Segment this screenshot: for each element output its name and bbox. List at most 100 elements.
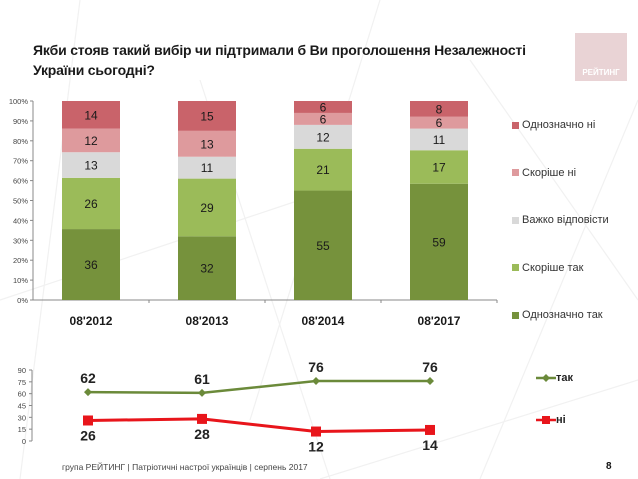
data-point-marker	[197, 413, 207, 424]
data-point-label: 76	[422, 359, 438, 375]
bar-segment	[178, 236, 236, 300]
data-point-label: 62	[80, 370, 96, 386]
y-tick-label: 30%	[13, 236, 28, 245]
bar-segment	[294, 112, 352, 125]
legend-swatch-icon	[512, 169, 519, 176]
bar-segment	[294, 190, 352, 300]
bar-data-label: 6	[320, 100, 327, 114]
y-tick-label: 40%	[13, 216, 28, 225]
bar-segment	[294, 101, 352, 113]
bar-segment	[178, 178, 236, 237]
legend-item: Важко відповісти	[512, 213, 609, 227]
page-title: Якби стояв такий вибір чи підтримали б В…	[33, 42, 526, 78]
x-category-label: 08'2013	[186, 314, 229, 328]
bar-data-label: 14	[84, 108, 98, 122]
line-y-tick-label: 90	[18, 366, 26, 375]
legend-item: Скоріше ні	[512, 166, 576, 180]
bar-data-label: 26	[84, 197, 98, 211]
bar-data-label: 15	[200, 109, 214, 123]
bar-data-label: 17	[432, 161, 446, 175]
bar-data-label: 59	[432, 235, 446, 249]
bar-data-label: 12	[84, 134, 98, 148]
data-point-marker	[198, 388, 206, 397]
bar-segment	[410, 183, 468, 300]
legend-label: Однозначно ні	[522, 119, 596, 131]
bar-segment	[410, 150, 468, 184]
data-point-marker	[83, 415, 93, 426]
square-marker-icon	[536, 416, 556, 424]
bar-segment	[62, 229, 120, 300]
line-y-tick-label: 45	[18, 402, 26, 411]
bar-data-label: 13	[200, 137, 214, 151]
bar-segment	[410, 101, 468, 117]
y-tick-label: 60%	[13, 177, 28, 186]
data-point-label: 28	[194, 426, 210, 442]
y-tick-label: 10%	[13, 276, 28, 285]
bar-data-label: 29	[200, 201, 214, 215]
line-y-tick-label: 75	[18, 378, 26, 387]
logo-text: РЕЙТИНГ	[582, 68, 620, 77]
bar-segment	[178, 130, 236, 157]
data-point-label: 12	[308, 439, 324, 455]
data-point-label: 26	[80, 427, 96, 443]
series-line-ні	[87, 417, 431, 434]
line-y-tick-label: 60	[18, 390, 26, 399]
line-legend-item: ні	[536, 414, 566, 426]
bar-segment	[62, 101, 120, 129]
bar-data-label: 11	[433, 133, 446, 147]
bar-data-label: 8	[436, 102, 443, 116]
data-point-label: 76	[308, 359, 324, 375]
bar-data-label: 12	[316, 130, 330, 144]
legend-swatch-icon	[512, 121, 519, 129]
line-legend-label: ні	[556, 414, 566, 426]
bar-segment	[62, 177, 120, 230]
line-legend-item: так	[536, 372, 573, 384]
legend-item: Однозначно так	[512, 308, 603, 322]
data-point-marker	[312, 377, 320, 386]
footer-text: група РЕЙТИНГ | Патріотичні настрої укра…	[62, 462, 308, 472]
data-point-label: 14	[422, 437, 438, 453]
series-line-так	[87, 379, 430, 395]
legend-label: Однозначно так	[522, 309, 603, 321]
line-y-tick-label: 0	[22, 437, 26, 446]
x-category-label: 08'2014	[302, 314, 345, 328]
legend-label: Скоріше ні	[522, 166, 577, 179]
bar-segment	[62, 128, 120, 153]
data-point-marker	[425, 424, 435, 435]
y-tick-label: 0%	[17, 296, 28, 305]
bar-segment	[178, 156, 236, 179]
legend-swatch-icon	[512, 311, 519, 319]
bar-data-label: 6	[320, 112, 327, 126]
legend-swatch-icon	[512, 216, 519, 224]
bar-segment	[410, 128, 468, 151]
bar-data-label: 13	[84, 159, 98, 173]
rating-logo: РЕЙТИНГ	[575, 33, 627, 81]
y-tick-label: 20%	[13, 256, 28, 265]
page-number: 8	[606, 461, 612, 472]
data-point-marker	[426, 377, 434, 386]
legend-item: Скоріше так	[512, 261, 583, 275]
diamond-marker-icon	[536, 374, 556, 382]
legend-swatch-icon	[512, 264, 519, 271]
data-point-marker	[311, 426, 321, 437]
legend-label: Важко відповісти	[522, 214, 609, 226]
data-point-marker	[84, 388, 92, 397]
stacked-bar-chart: 0% 10% 20% 30% 40% 50% 60% 70% 80% 90% 100% 36 26 13 1…	[9, 97, 498, 328]
bar-segment	[410, 116, 468, 129]
bar-segment	[178, 101, 236, 131]
bar-segment	[294, 124, 352, 149]
y-tick-label: 100%	[9, 97, 29, 106]
y-tick-label: 70%	[13, 157, 28, 166]
bar-data-label: 6	[436, 116, 443, 130]
bar-data-label: 11	[201, 161, 214, 175]
line-y-tick-label: 15	[18, 425, 26, 434]
bar-data-label: 21	[316, 163, 330, 177]
legend-label: Скоріше так	[522, 261, 584, 274]
y-tick-label: 90%	[13, 117, 28, 126]
bar-data-label: 36	[84, 258, 98, 272]
bar-data-label: 32	[200, 262, 214, 276]
y-tick-label: 50%	[13, 197, 28, 206]
line-legend-label: так	[556, 372, 574, 384]
data-point-label: 61	[194, 371, 210, 387]
line-y-tick-label: 30	[18, 413, 26, 422]
